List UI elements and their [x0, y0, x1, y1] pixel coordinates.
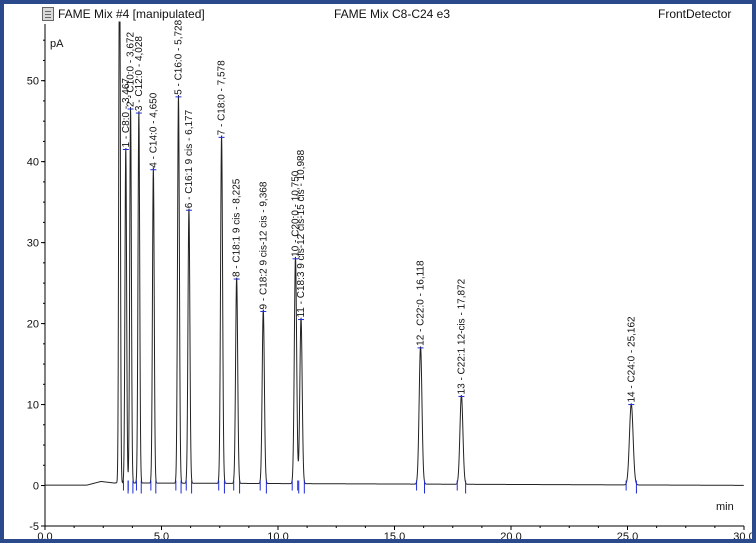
peak-label: 11 - C18:3 9 cis-12 cis-15 cis - 10,988	[296, 149, 307, 317]
x-tick-label: 15,0	[384, 531, 405, 539]
peak-label: 10 - C20:0 - 10,750	[290, 170, 301, 257]
x-axis-label: min	[716, 501, 734, 513]
x-tick-label: 30,0	[733, 531, 752, 539]
chromatogram-window: FAME Mix #4 [manipulated] FAME Mix C8-C2…	[4, 4, 752, 539]
peak-label: 9 - C18:2 9 cis-12 cis - 9,368	[258, 181, 269, 309]
method-title: FAME Mix C8-C24 e3	[334, 7, 451, 21]
peak-label: 2 - C10:0 - 3,672	[126, 32, 137, 107]
y-tick-label: 30	[27, 238, 39, 250]
chromatogram-chart: 0,0 5,0 10,0 15,0 20,0 25,0 30,0-501020304050 …	[27, 19, 752, 539]
x-tick-label: 10,0	[267, 531, 288, 539]
y-axis-label: pA	[50, 38, 64, 50]
x-tick-label: 20,0	[500, 531, 521, 539]
marker-layer	[122, 96, 637, 494]
y-tick-label: 10	[27, 400, 39, 412]
plot-area	[44, 24, 744, 528]
document-icon	[42, 7, 54, 21]
peak-label: 7 - C18:0 - 7,578	[217, 60, 228, 135]
y-tick-label: 40	[27, 157, 39, 169]
detector-name: FrontDetector	[658, 7, 732, 21]
chromatogram-trace	[45, 21, 744, 486]
title-bar: FAME Mix #4 [manipulated] FAME Mix C8-C2…	[4, 4, 752, 24]
y-tick-label: 20	[27, 319, 39, 331]
peak-label: 5 - C16:0 - 5,728	[173, 19, 184, 94]
x-tick-label: 0,0	[37, 531, 52, 539]
y-tick-label: -5	[29, 521, 39, 533]
y-tick-label: 0	[33, 481, 39, 493]
peak-label: 1 - C8:0 - 3,467	[121, 78, 132, 148]
peak-label: 14 - C24:0 - 25,162	[626, 316, 637, 403]
peak-label: 3 - C12:0 - 4,028	[134, 36, 145, 111]
x-tick-label: 25,0	[617, 531, 638, 539]
document-title: FAME Mix #4 [manipulated]	[58, 7, 205, 21]
trace-layer	[45, 21, 744, 486]
y-tick-label: 50	[27, 76, 39, 88]
peak-label: 13 - C22:1 12-cis - 17,872	[456, 278, 467, 394]
peak-label: 6 - C16:1 9 cis - 6,177	[184, 109, 195, 208]
axes: 0,0 5,0 10,0 15,0 20,0 25,0 30,0 -5 0 10 20 30 40 50	[27, 24, 752, 539]
peak-label: 4 - C14:0 - 4,650	[148, 92, 159, 167]
peak-label: 12 - C22:0 - 16,118	[416, 260, 427, 346]
x-tick-label: 5,0	[154, 531, 169, 539]
peak-label: 8 - C18:1 9 cis - 8,225	[232, 178, 243, 277]
